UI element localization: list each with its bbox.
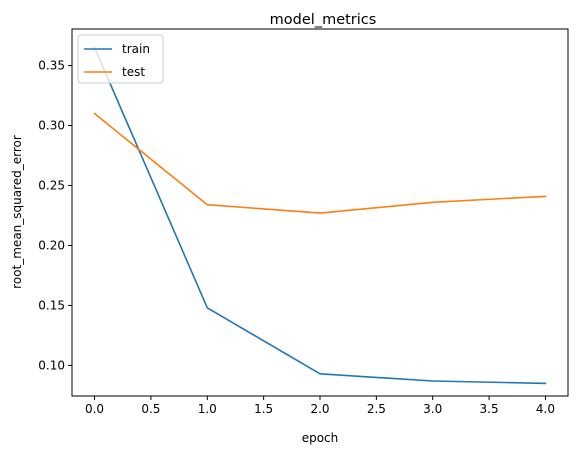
x-tick-label: 0.0 [85, 402, 104, 416]
y-tick-label: 0.20 [38, 238, 65, 252]
x-axis-label: epoch [302, 431, 339, 445]
x-tick-label: 4.0 [536, 402, 555, 416]
y-tick-label: 0.10 [38, 358, 65, 372]
x-tick-label: 3.0 [423, 402, 442, 416]
series-layer [93, 46, 547, 385]
x-tick-label: 0.5 [141, 402, 160, 416]
x-tick-label: 2.0 [310, 402, 329, 416]
x-tick-label: 1.0 [198, 402, 217, 416]
y-axis: 0.10 0.15 0.20 0.25 0.30 0.35 [38, 59, 72, 372]
y-tick-label: 0.35 [38, 59, 65, 73]
x-tick-label: 2.5 [367, 402, 386, 416]
x-tick-label: 3.5 [480, 402, 499, 416]
chart-title: model_metrics [270, 12, 377, 28]
y-axis-label: root_mean_squared_error [10, 135, 24, 289]
series-line-test [93, 112, 547, 214]
legend-label-test: test [122, 65, 145, 79]
legend-box [77, 34, 164, 84]
legend-label-train: train [122, 42, 150, 56]
legend: train test [77, 34, 164, 84]
series-line-train [93, 46, 547, 385]
x-tick-label: 1.5 [254, 402, 273, 416]
y-tick-label: 0.25 [38, 179, 65, 193]
y-tick-label: 0.30 [38, 119, 65, 133]
y-tick-label: 0.15 [38, 298, 65, 312]
x-axis: 0.0 0.5 1.0 1.5 2.0 2.5 3.0 3.5 4.0 [85, 396, 555, 416]
